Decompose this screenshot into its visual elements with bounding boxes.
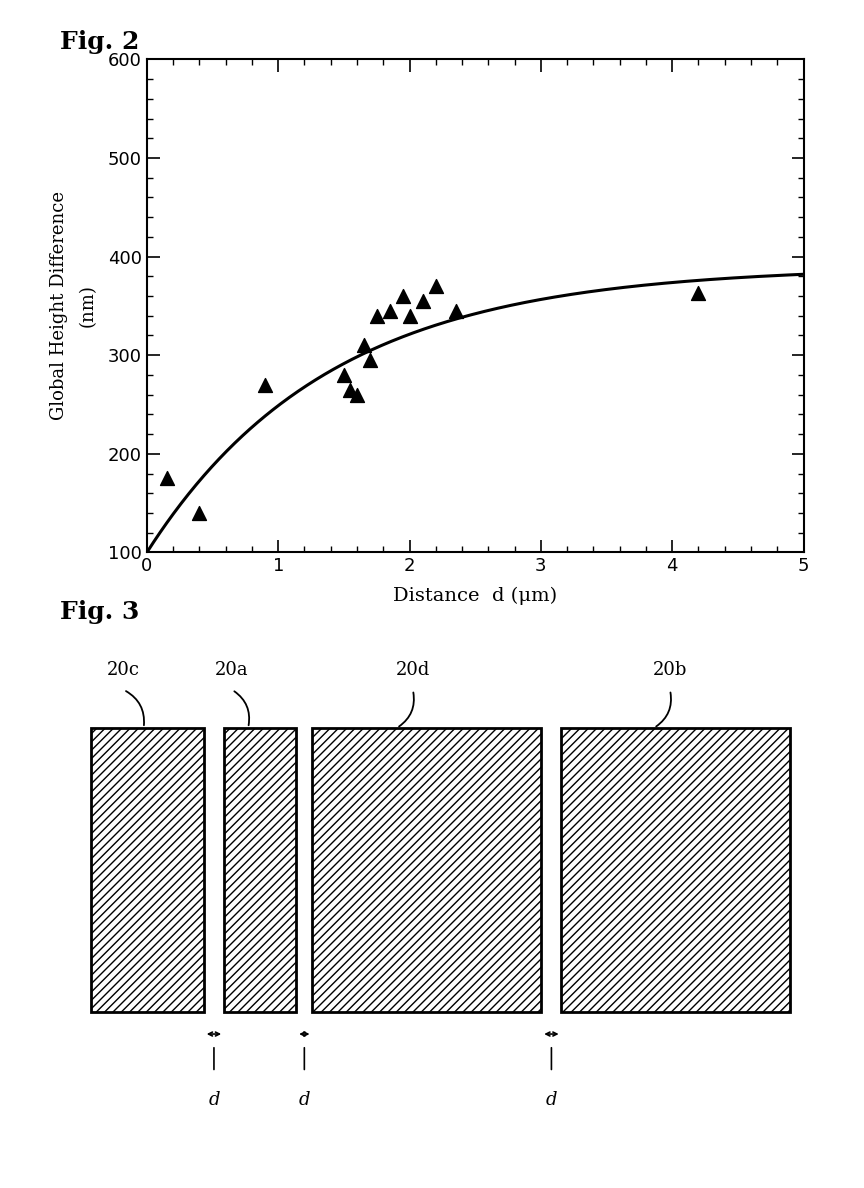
Text: d: d [546, 1091, 557, 1108]
Point [383, 302, 397, 321]
Point [350, 385, 364, 404]
Bar [562, 728, 791, 1012]
FancyArrowPatch shape [208, 1032, 219, 1036]
Point [396, 286, 410, 305]
Y-axis label: Global Height Difference
(nm): Global Height Difference (nm) [50, 191, 97, 421]
Point [363, 350, 377, 369]
Point [691, 284, 705, 303]
FancyArrowPatch shape [234, 691, 249, 726]
Point [258, 375, 272, 394]
Text: 20a: 20a [215, 661, 249, 678]
Text: 20b: 20b [653, 661, 687, 678]
Point [357, 336, 371, 355]
Bar [92, 728, 204, 1012]
Point [193, 504, 206, 523]
Text: Fig. 2: Fig. 2 [60, 30, 140, 53]
Point [344, 380, 358, 399]
FancyArrowPatch shape [301, 1032, 308, 1036]
Bar [224, 728, 296, 1012]
FancyArrowPatch shape [399, 693, 414, 727]
Point [160, 469, 174, 488]
Text: 20c: 20c [107, 661, 140, 678]
Point [416, 291, 429, 310]
Point [370, 307, 384, 326]
Text: d: d [208, 1091, 219, 1108]
FancyArrowPatch shape [546, 1032, 556, 1036]
Text: d: d [299, 1091, 310, 1108]
FancyArrowPatch shape [126, 691, 144, 725]
Point [429, 277, 442, 296]
FancyArrowPatch shape [656, 693, 671, 727]
Point [337, 366, 351, 385]
Point [403, 307, 416, 326]
X-axis label: Distance  d (μm): Distance d (μm) [393, 587, 557, 605]
Bar [313, 728, 542, 1012]
Text: Fig. 3: Fig. 3 [60, 600, 140, 624]
Text: 20d: 20d [396, 661, 430, 678]
Point [448, 302, 462, 321]
